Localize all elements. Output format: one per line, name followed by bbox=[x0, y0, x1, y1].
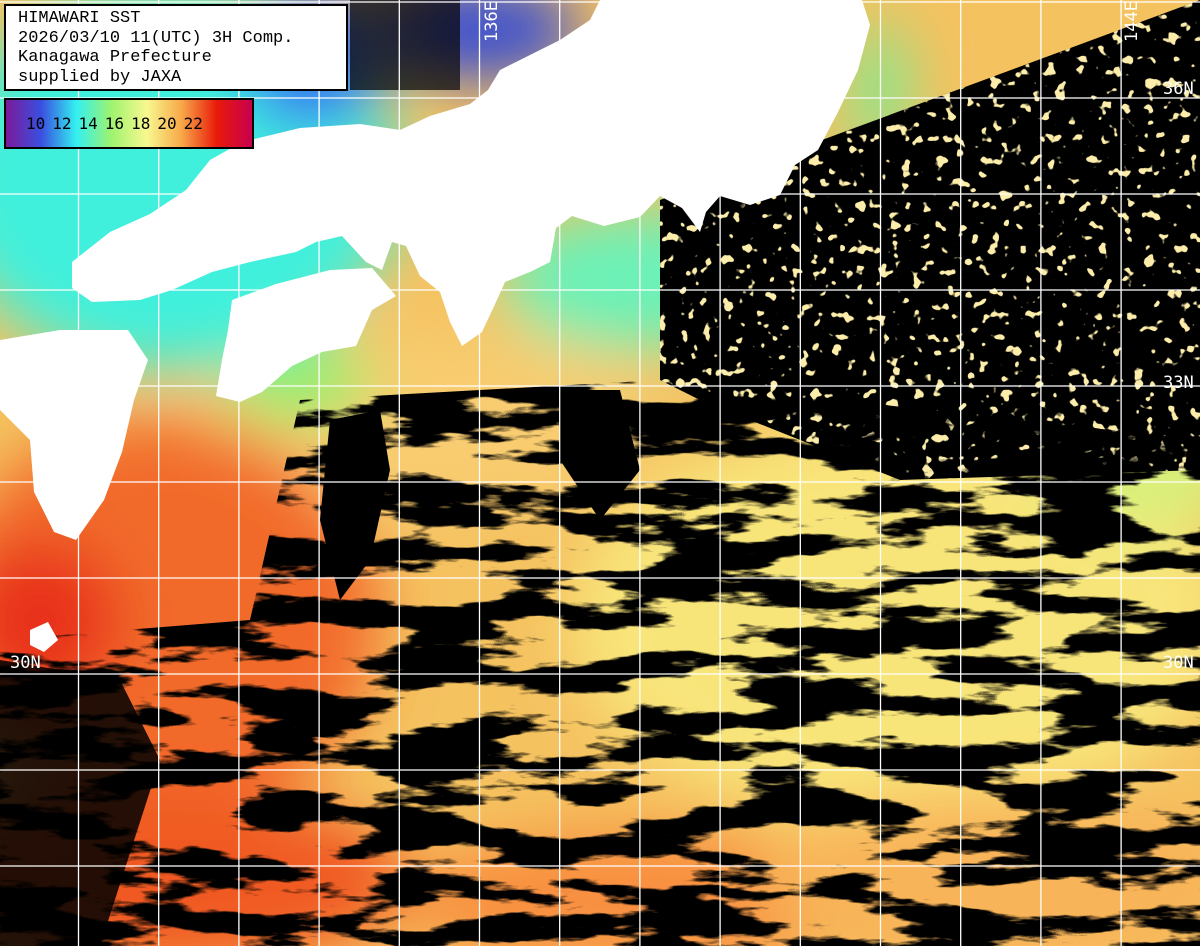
color-scale-legend: 10 12 14 16 18 20 22 bbox=[4, 98, 254, 149]
legend-tick: 16 bbox=[104, 114, 125, 133]
label-lat-30n-left: 30N bbox=[10, 653, 41, 673]
label-lat-33n-left: 33N bbox=[10, 373, 41, 393]
tanegashima-island bbox=[30, 622, 58, 652]
label-lat-36n: 36N bbox=[1163, 79, 1194, 99]
label-lon-136e: 136E bbox=[482, 1, 502, 42]
label-lon-144e: 144E bbox=[1122, 1, 1142, 42]
legend-tick: 12 bbox=[52, 114, 72, 133]
title-box: HIMAWARI SST 2026/03/10 11(UTC) 3H Comp.… bbox=[4, 4, 348, 91]
title-line-source: supplied by JAXA bbox=[18, 67, 182, 87]
legend-tick: 14 bbox=[78, 114, 98, 133]
land-mass bbox=[0, 0, 870, 652]
label-lat-33n-right: 33N bbox=[1163, 373, 1194, 393]
noto-peninsula bbox=[480, 140, 500, 190]
legend-tick: 20 bbox=[157, 114, 177, 133]
title-line-product: HIMAWARI SST bbox=[18, 9, 141, 28]
honshu-island bbox=[72, 0, 870, 346]
kyushu-island bbox=[0, 330, 148, 540]
legend-tick: 10 bbox=[26, 114, 46, 133]
title-line-provider: Kanagawa Prefecture bbox=[18, 48, 212, 67]
legend-tick: 18 bbox=[131, 114, 151, 133]
title-line-datetime: 2026/03/10 11(UTC) 3H Comp. bbox=[18, 28, 294, 48]
legend-tick: 22 bbox=[183, 114, 203, 133]
shikoku-island bbox=[216, 268, 396, 402]
label-lat-30n-right: 30N bbox=[1163, 653, 1194, 673]
